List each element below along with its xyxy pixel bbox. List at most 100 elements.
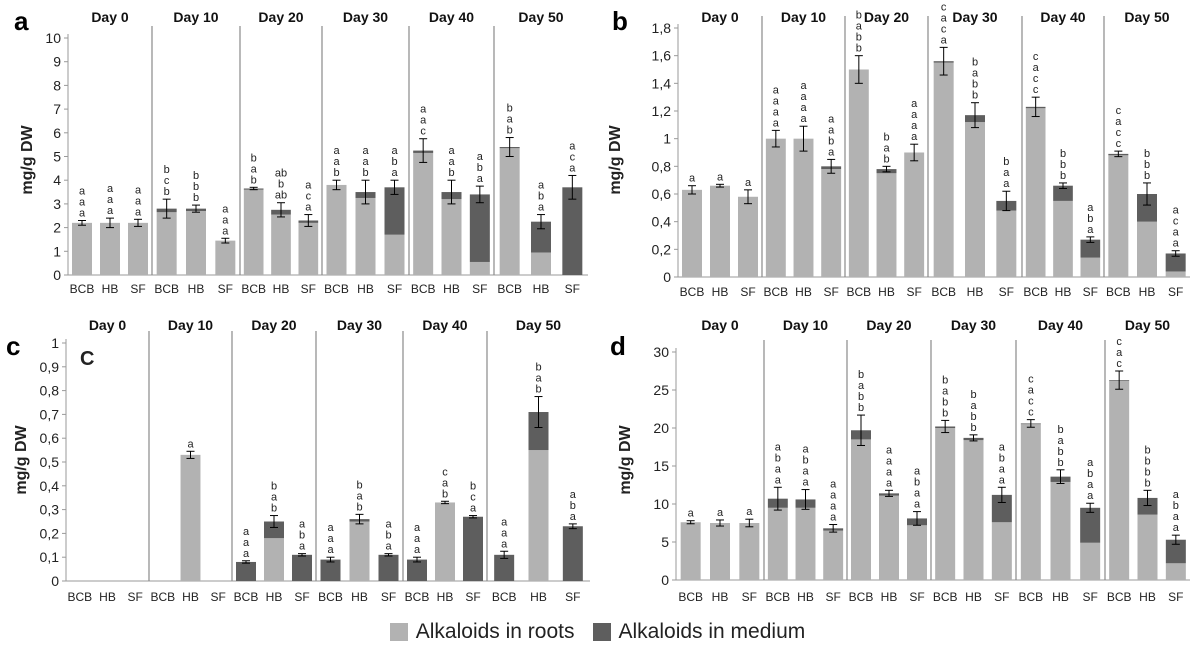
- category-label: BCB: [763, 285, 788, 299]
- bar-roots: [435, 502, 455, 581]
- significance-letter: b: [535, 362, 541, 374]
- significance-letter: b: [507, 103, 513, 115]
- significance-letter: a: [970, 400, 977, 412]
- significance-letter: a: [717, 171, 724, 183]
- significance-letter: a: [507, 114, 514, 126]
- bar-roots: [384, 234, 405, 275]
- day-label: Day 40: [1038, 317, 1083, 333]
- significance-letter: a: [570, 489, 577, 501]
- y-tick-label: 3: [53, 196, 61, 212]
- significance-letter: a: [914, 488, 921, 500]
- significance-letter: a: [914, 499, 921, 511]
- y-tick-label: 0,6: [40, 430, 60, 446]
- significance-letter: a: [305, 180, 312, 192]
- significance-letter: a: [1087, 457, 1094, 469]
- significance-letter: b: [356, 479, 362, 491]
- significance-letter: a: [135, 195, 142, 207]
- day-label: Day 30: [951, 317, 996, 333]
- day-label: Day 20: [258, 9, 303, 25]
- significance-letter: b: [883, 131, 889, 143]
- significance-letter: a: [305, 202, 312, 214]
- significance-letter: a: [1116, 347, 1123, 359]
- significance-letter: a: [135, 206, 142, 218]
- bar-roots: [1109, 380, 1130, 580]
- significance-letter: b: [193, 170, 199, 182]
- significance-letter: a: [442, 477, 449, 489]
- day-label: Day 10: [781, 9, 826, 25]
- category-label: SF: [465, 590, 480, 604]
- significance-letter: a: [414, 544, 421, 556]
- day-label: Day 0: [91, 9, 129, 25]
- bar-medium: [562, 187, 583, 275]
- category-label: HB: [1139, 285, 1156, 299]
- significance-letter: c: [1033, 73, 1039, 85]
- category-label: HB: [266, 590, 283, 604]
- bar-roots: [264, 538, 284, 581]
- significance-letter: a: [1003, 167, 1010, 179]
- y-tick-label: 30: [653, 344, 669, 360]
- significance-letter: c: [442, 466, 448, 478]
- significance-letter: a: [448, 156, 455, 168]
- significance-letter: a: [385, 541, 392, 553]
- significance-letter: c: [420, 126, 426, 138]
- significance-letter: b: [193, 181, 199, 193]
- category-label: SF: [565, 590, 580, 604]
- y-axis-label: mg/g DW: [607, 124, 624, 194]
- category-label: HB: [878, 285, 895, 299]
- significance-letter: b: [942, 396, 948, 408]
- significance-letter: b: [856, 10, 862, 22]
- bar-roots: [180, 454, 201, 581]
- category-label: BCB: [1106, 285, 1131, 299]
- y-tick-label: 0,8: [652, 158, 672, 174]
- significance-letter: b: [470, 481, 476, 493]
- significance-letter: b: [251, 152, 257, 164]
- bar-roots: [879, 495, 899, 580]
- significance-letter: b: [1144, 466, 1150, 478]
- significance-letter: c: [1116, 127, 1122, 139]
- category-label: BCB: [67, 590, 92, 604]
- day-label: Day 50: [1125, 317, 1170, 333]
- significance-letter: b: [858, 369, 864, 381]
- significance-letter: a: [942, 385, 949, 397]
- significance-letter: a: [856, 21, 863, 33]
- bar-roots: [355, 197, 376, 275]
- category-label: SF: [218, 282, 233, 296]
- y-tick-label: 1,8: [652, 20, 672, 36]
- category-label: BCB: [234, 590, 259, 604]
- bar-roots: [793, 138, 814, 277]
- significance-letter: b: [251, 174, 257, 186]
- bar-roots: [1165, 563, 1186, 580]
- significance-letter: a: [717, 507, 724, 519]
- significance-letter: a: [1173, 511, 1180, 523]
- category-label: HB: [967, 285, 984, 299]
- significance-letter: a: [135, 184, 142, 196]
- bar-roots: [738, 196, 758, 277]
- significance-letter: a: [773, 84, 780, 96]
- day-label: Day 20: [251, 317, 296, 333]
- significance-letter: a: [800, 91, 807, 103]
- significance-letter: b: [1087, 213, 1093, 225]
- category-label: HB: [795, 285, 812, 299]
- y-tick-label: 1: [53, 243, 61, 259]
- bar-medium: [1165, 253, 1186, 272]
- bar-roots: [100, 222, 120, 275]
- bar-roots: [128, 222, 148, 275]
- category-label: SF: [565, 282, 580, 296]
- category-label: SF: [999, 285, 1014, 299]
- category-label: HB: [881, 590, 898, 604]
- bar-roots: [823, 530, 844, 580]
- bar-roots: [795, 507, 816, 580]
- significance-letter: a: [420, 104, 427, 116]
- significance-letter: a: [299, 519, 306, 531]
- category-label: SF: [210, 590, 225, 604]
- significance-letter: a: [828, 124, 835, 136]
- y-tick-label: 1: [51, 335, 59, 351]
- significance-letter: a: [222, 214, 229, 226]
- significance-letter: a: [911, 131, 918, 143]
- category-label: BCB: [1107, 590, 1132, 604]
- bar-medium: [1053, 185, 1073, 201]
- significance-letter: b: [828, 135, 834, 147]
- y-tick-label: 10: [45, 30, 61, 46]
- significance-letter: a: [972, 68, 979, 80]
- y-tick-label: 0,5: [40, 454, 60, 470]
